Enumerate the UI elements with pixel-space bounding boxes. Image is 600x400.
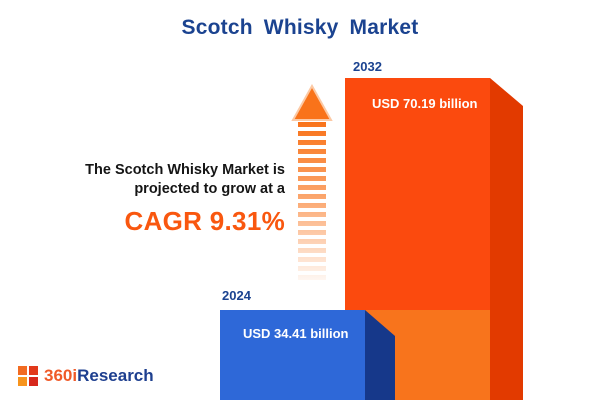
year-label-2024: 2024 — [222, 288, 251, 303]
description-block: The Scotch Whisky Market is projected to… — [40, 161, 285, 237]
logo-text-prefix: 360i — [44, 366, 78, 385]
cagr-value: CAGR 9.31% — [124, 206, 285, 236]
logo-grid-icon — [18, 366, 38, 386]
value-label-2032: USD 70.19 billion — [372, 96, 478, 111]
description-line-2: projected to grow at a — [134, 181, 285, 197]
logo-text: 360iResearch — [44, 366, 154, 386]
logo-square-4 — [29, 377, 38, 386]
logo-square-2 — [29, 366, 38, 375]
growth-arrow-head-icon — [290, 83, 334, 122]
page-title: Scotch Whisky Market — [181, 16, 419, 39]
value-label-2024: USD 34.41 billion — [243, 326, 349, 341]
growth-arrow-shaft — [298, 122, 326, 284]
growth-arrow-fade — [298, 122, 326, 284]
brand-logo: 360iResearch — [18, 366, 154, 386]
logo-text-suffix: Research — [77, 366, 154, 385]
year-label-2032: 2032 — [353, 59, 382, 74]
bar-2032-side — [490, 78, 523, 400]
bar-2024-front — [220, 310, 365, 400]
logo-square-3 — [18, 377, 27, 386]
description-line-1: The Scotch Whisky Market is — [85, 162, 285, 178]
logo-square-1 — [18, 366, 27, 375]
